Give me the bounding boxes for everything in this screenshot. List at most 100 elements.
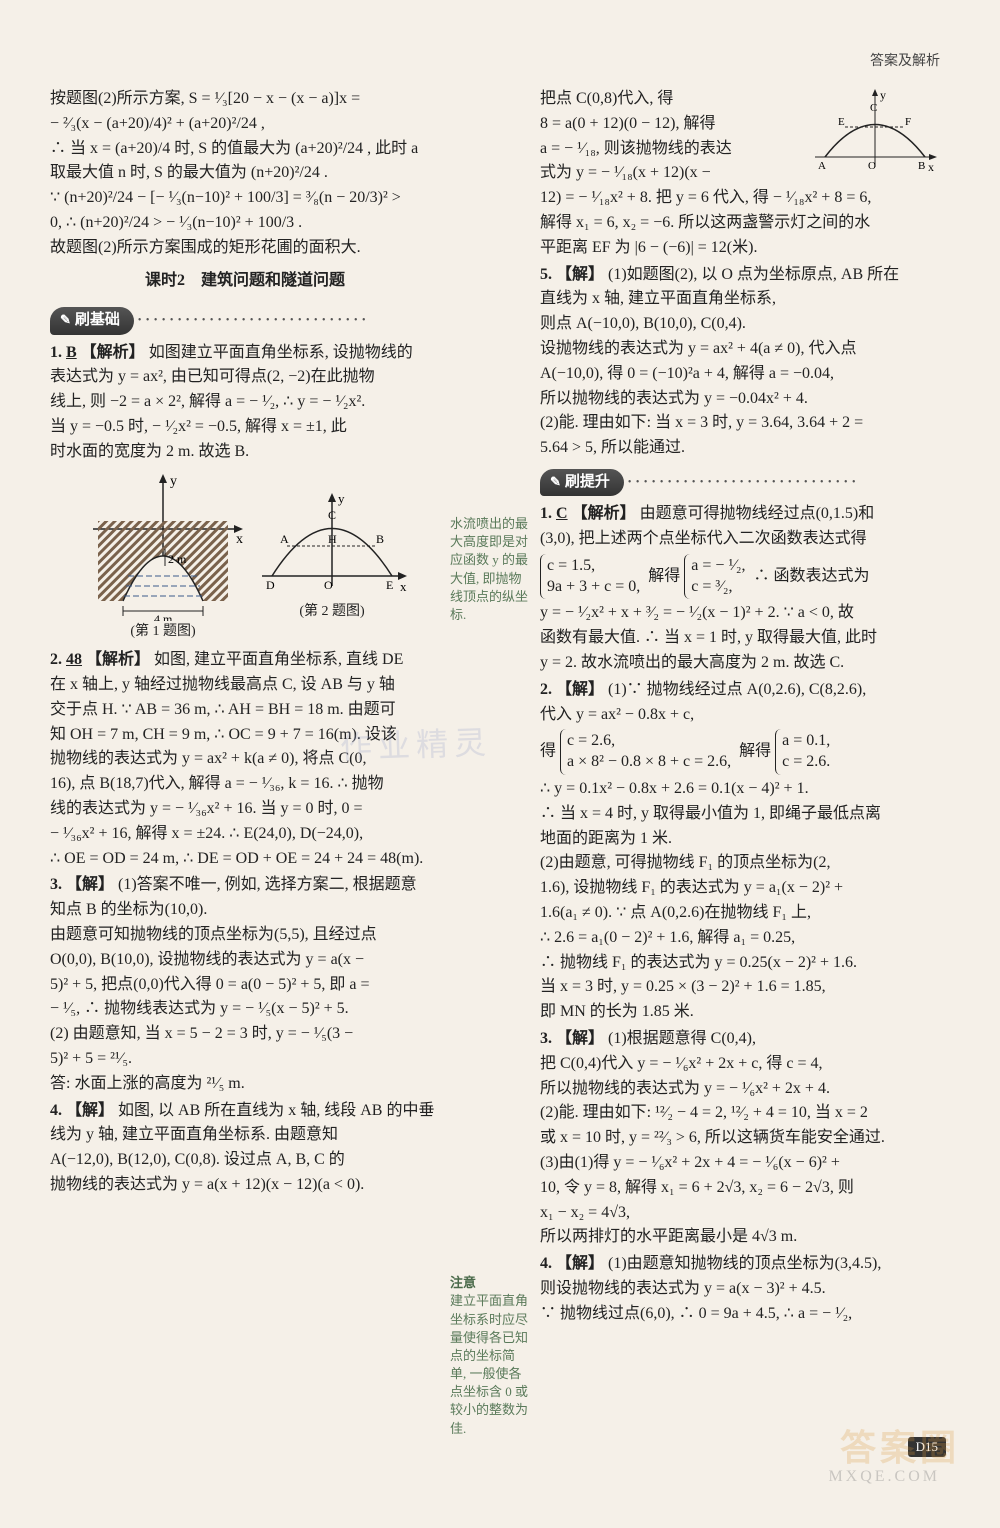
- q-line: 如图, 以 AB 所在直线为 x 轴, 线段 AB 的中垂: [118, 1102, 434, 1119]
- sol-tag: 【解】: [66, 1102, 114, 1119]
- svg-text:A: A: [280, 532, 289, 546]
- q-line: 函数有最大值. ∴ 当 x = 1 时, y 取得最大值, 此时: [540, 626, 940, 651]
- sol-tag: 【解】: [556, 266, 604, 283]
- fig2-caption: (第 2 题图): [252, 601, 412, 623]
- main-columns: 按题图(2)所示方案, S = ¹⁄₃[20 − x − (x − a)]x =…: [0, 0, 1000, 1528]
- q-line: (2)由题意, 可得抛物线 F₁ 的顶点坐标为(2,: [540, 851, 940, 876]
- svg-text:x: x: [400, 579, 407, 594]
- q-line: ∴ 抛物线 F₁ 的表达式为 y = 0.25(x − 2)² + 1.6.: [540, 951, 940, 976]
- q-line: 交于点 H. ∵ AB = 36 m, ∴ AH = BH = 18 m. 由题…: [50, 698, 440, 723]
- q-line: 所以抛物线的表达式为 y = −0.04x² + 4.: [540, 387, 940, 412]
- q-line: A(−12,0), B(12,0), C(0,8). 设过点 A, B, C 的: [50, 1148, 440, 1173]
- question-4: 4. 【解】 如图, 以 AB 所在直线为 x 轴, 线段 AB 的中垂 线为 …: [50, 1099, 440, 1198]
- q-line: 时水面的宽度为 2 m. 故选 B.: [50, 440, 440, 465]
- brace-left: c = 2.6, a × 8² − 0.8 × 8 + c = 2.6,: [560, 729, 735, 775]
- sol-tag: 【解】: [556, 1255, 604, 1272]
- q-line: 16), 点 B(18,7)代入, 解得 a = − ¹⁄₃₆, k = 16.…: [50, 772, 440, 797]
- q-num: 2.: [50, 651, 62, 668]
- equation-system: c = 1.5, 9a + 3 + c = 0, 解得 a = − ¹⁄₂, c…: [540, 552, 940, 602]
- right-column: y x E F C A O B 把点 C(0,8)代入, 得 8 = a(0 +…: [540, 85, 940, 1498]
- sys-mid: 解得: [739, 743, 771, 760]
- q-line: 5)² + 5 = ²¹⁄₅.: [50, 1047, 440, 1072]
- sys-line: a = − ¹⁄₂,: [691, 556, 745, 577]
- question-1: 1. B 【解析】 如图建立平面直角坐标系, 设抛物线的 表达式为 y = ax…: [50, 341, 440, 465]
- label-2m: 2 m: [168, 552, 187, 566]
- q-line: (2) 由题意知, 当 x = 5 − 2 = 3 时, y = − ¹⁄₅(3…: [50, 1022, 440, 1047]
- watermark-sub: MXQE.COM: [828, 1468, 940, 1486]
- q-line: y = − ¹⁄₂x² + x + ³⁄₂ = − ¹⁄₂(x − 1)² + …: [540, 601, 940, 626]
- q-line: 由题意可得抛物线经过点(0,1.5)和: [640, 505, 875, 522]
- q-line: 5)² + 5, 把点(0,0)代入得 0 = a(0 − 5)² + 5, 即…: [50, 973, 440, 998]
- figure-block: y x 2 m: [50, 471, 440, 643]
- q-line: 5.64 > 5, 所以能通过.: [540, 436, 940, 461]
- svg-text:B: B: [918, 160, 925, 172]
- q-num: 1.: [540, 505, 552, 522]
- figure-1: y x 2 m: [78, 471, 248, 643]
- left-column: 按题图(2)所示方案, S = ¹⁄₃[20 − x − (x − a)]x =…: [50, 85, 440, 1498]
- margin-note-2: 注意 建立平面直角坐标系时应尽量使得各已知点的坐标简单, 一般使各点坐标含 0 …: [450, 1274, 530, 1438]
- margin-note-1: 水流喷出的最大高度即是对应函数 y 的最大值, 即抛物线顶点的纵坐标.: [450, 515, 530, 624]
- fig2-svg: y x A H B C D O E: [252, 491, 412, 601]
- q-line: 所以抛物线的表达式为 y = − ¹⁄₆x² + 2x + 4.: [540, 1077, 940, 1102]
- sys-line: 9a + 3 + c = 0,: [547, 577, 640, 598]
- q-line: (2)能. 理由如下: ¹²⁄₂ − 4 = 2, ¹²⁄₂ + 4 = 10,…: [540, 1101, 940, 1126]
- q-answer: B: [66, 344, 77, 361]
- q-line: ∴ y = 0.1x² − 0.8x + 2.6 = 0.1(x − 4)² +…: [540, 777, 940, 802]
- sys-mid: 解得: [648, 567, 680, 584]
- badge-row: 刷基础 • • • • • • • • • • • • • • • • • • …: [50, 301, 440, 338]
- right-q5: 5. 【解】 (1)如题图(2), 以 O 点为坐标原点, AB 所在 直线为 …: [540, 263, 940, 461]
- sol-tag: 【解】: [556, 1030, 604, 1047]
- q-line: (3,0), 把上述两个点坐标代入二次函数表达式得: [540, 527, 940, 552]
- q-line: ∵ 抛物线过点(6,0), ∴ 0 = 9a + 4.5, ∴ a = − ¹⁄…: [540, 1302, 940, 1327]
- svg-text:H: H: [328, 532, 337, 546]
- page-header: 答案及解析: [870, 50, 940, 70]
- svg-text:F: F: [905, 116, 911, 128]
- watermark-mid: 作业精灵: [339, 717, 493, 768]
- right-q3: 3. 【解】 (1)根据题意得 C(0,4), 把 C(0,4)代入 y = −…: [540, 1027, 940, 1250]
- svg-text:C: C: [870, 102, 877, 114]
- q-line: 当 y = −0.5 时, − ¹⁄₂x² = −0.5, 解得 x = ±1,…: [50, 415, 440, 440]
- q-line: ∴ 2.6 = a₁(0 − 2)² + 1.6, 解得 a₁ = 0.25,: [540, 926, 940, 951]
- q-num: 1.: [50, 344, 62, 361]
- q-line: 由题意可知抛物线的顶点坐标为(5,5), 且经过点: [50, 923, 440, 948]
- q-line: − ¹⁄₅, ∴ 抛物线表达式为 y = − ¹⁄₅(x − 5)² + 5.: [50, 997, 440, 1022]
- q-line: 设抛物线的表达式为 y = ax² + 4(a ≠ 0), 代入点: [540, 337, 940, 362]
- sys-line: c = 1.5,: [547, 556, 640, 577]
- analysis-tag: 【解析】: [86, 651, 150, 668]
- q-line: ∴ OE = OD = 24 m, ∴ DE = OD + OE = 24 + …: [50, 847, 440, 872]
- label-4m: 4 m: [154, 612, 173, 621]
- axis-y-label: y: [170, 474, 177, 489]
- svg-text:A: A: [818, 160, 826, 172]
- q-num: 4.: [50, 1102, 62, 1119]
- intro-line: − ²⁄₃(x − (a+20)/4)² + (a+20)²/24 ,: [50, 112, 440, 137]
- q-line: 抛物线的表达式为 y = a(x + 12)(x − 12)(a < 0).: [50, 1173, 440, 1198]
- intro-line: ∴ 当 x = (a+20)/4 时, S 的值最大为 (a+20)²/24 ,…: [50, 137, 440, 162]
- figure-2: y x A H B C D O E (第 2 题图): [252, 491, 412, 623]
- right-q1: 1. C 【解析】 由题意可得抛物线经过点(0,1.5)和 (3,0), 把上述…: [540, 502, 940, 676]
- q-line: 知点 B 的坐标为(10,0).: [50, 898, 440, 923]
- q-line: 1.6), 设抛物线 F₁ 的表达式为 y = a₁(x − 2)² +: [540, 876, 940, 901]
- svg-text:B: B: [376, 532, 384, 546]
- q-line: ∴ 当 x = 4 时, y 取得最小值为 1, 即绳子最低点离: [540, 802, 940, 827]
- right-q2: 2. 【解】 (1)∵ 抛物线经过点 A(0,2.6), C(8,2.6), 代…: [540, 678, 940, 1025]
- analysis-tag: 【解析】: [572, 505, 636, 522]
- q-line: 解得 x₁ = 6, x₂ = −6. 所以这两盏警示灯之间的水: [540, 211, 940, 236]
- q-line: (1)答案不唯一, 例如, 选择方案二, 根据题意: [118, 876, 417, 893]
- q-line: (1)如题图(2), 以 O 点为坐标原点, AB 所在: [608, 266, 899, 283]
- q-line: O(0,0), B(10,0), 设抛物线的表达式为 y = a(x −: [50, 948, 440, 973]
- fig1-svg: y x 2 m: [78, 471, 248, 621]
- q-answer: 48: [66, 651, 82, 668]
- q-answer: C: [556, 505, 568, 522]
- q-line: 当 x = 3 时, y = 0.25 × (3 − 2)² + 1.6 = 1…: [540, 975, 940, 1000]
- axis-x-label: x: [236, 532, 243, 547]
- q-line: 或 x = 10 时, y = ²²⁄₃ > 6, 所以这辆货车能安全通过.: [540, 1126, 940, 1151]
- intro-line: 取最大值 n 时, S 的最大值为 (n+20)²/24 .: [50, 161, 440, 186]
- section-title: 课时2 建筑问题和隧道问题: [50, 269, 440, 294]
- q-line: (3)由(1)得 y = − ¹⁄₆x² + 2x + 4 = − ¹⁄₆(x …: [540, 1151, 940, 1176]
- margin-note-body: 建立平面直角坐标系时应尽量使得各已知点的坐标简单, 一般使各点坐标含 0 或较小…: [450, 1292, 530, 1438]
- fig1-caption: (第 1 题图): [78, 621, 248, 643]
- svg-text:O: O: [324, 578, 333, 592]
- badge-row-2: 刷提升 • • • • • • • • • • • • • • • • • • …: [540, 463, 940, 500]
- q-line: (1)根据题意得 C(0,4),: [608, 1030, 756, 1047]
- svg-text:E: E: [386, 578, 393, 592]
